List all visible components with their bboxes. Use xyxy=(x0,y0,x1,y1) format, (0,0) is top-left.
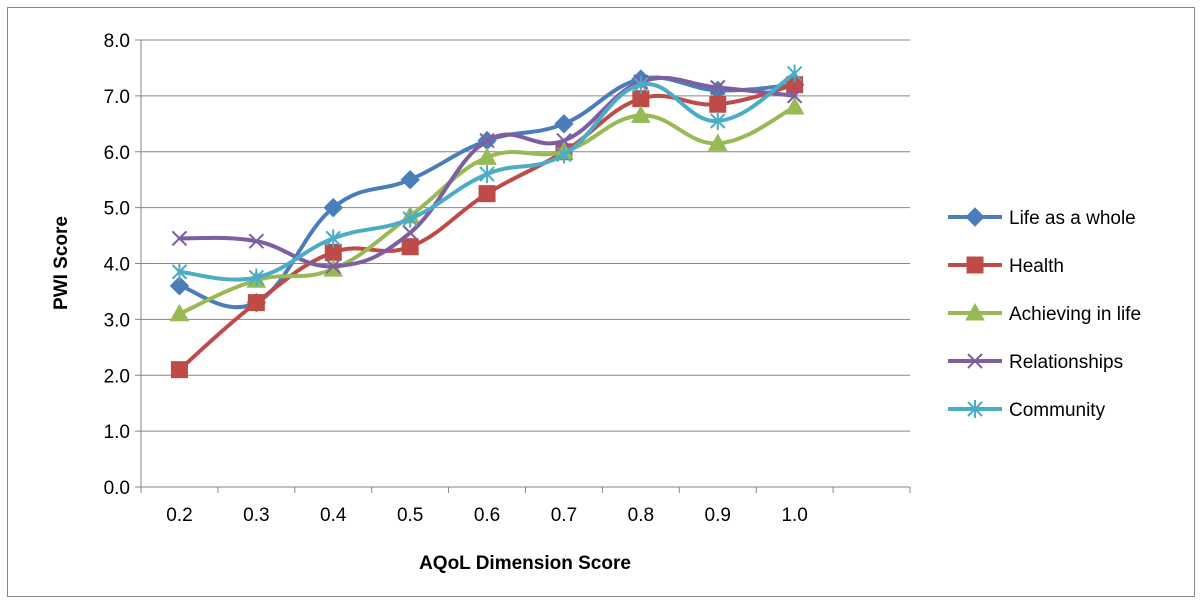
x-axis-title: AQoL Dimension Score xyxy=(419,553,631,574)
x-tick-label: 0.5 xyxy=(397,505,423,526)
y-tick-label: 6.0 xyxy=(104,143,130,164)
data-point-marker xyxy=(709,95,727,113)
data-point-marker xyxy=(965,207,985,227)
data-point-marker xyxy=(786,88,803,104)
data-point-marker xyxy=(967,353,983,369)
legend: Life as a whole Health Achieving in life Re… xyxy=(948,207,1141,421)
y-tick-label: 3.0 xyxy=(104,310,130,331)
legend-label: Relationships xyxy=(1009,352,1123,373)
data-point-marker xyxy=(171,230,188,247)
x-tick-label: 1.0 xyxy=(781,505,807,526)
legend-item: Community xyxy=(948,400,1106,421)
x-tick-label: 0.3 xyxy=(243,505,269,526)
data-point-marker xyxy=(479,165,495,184)
data-point-marker xyxy=(170,361,188,379)
data-point-marker xyxy=(710,79,726,96)
data-point-marker xyxy=(248,233,265,249)
data-point-marker xyxy=(477,147,497,165)
data-point-marker xyxy=(630,105,651,123)
legend-item: Life as a whole xyxy=(948,207,1136,229)
x-tick-label: 0.2 xyxy=(166,505,192,526)
data-point-marker xyxy=(965,302,985,321)
x-tick-label: 0.6 xyxy=(474,505,500,526)
data-point-marker xyxy=(784,97,805,115)
data-point-marker xyxy=(400,169,420,190)
data-point-marker xyxy=(402,225,418,241)
legend-label: Community xyxy=(1009,400,1106,421)
data-point-marker xyxy=(323,197,343,218)
series-3 xyxy=(171,74,803,275)
legend-item: Relationships xyxy=(948,352,1123,373)
y-axis-title: PWI Score xyxy=(51,216,72,310)
data-point-marker xyxy=(633,75,649,94)
data-point-marker xyxy=(171,262,188,281)
tick-labels: 0.0 1.0 2.0 3.0 4.0 5.0 6.0 7.0 8.0 0.2 0.3 0.4 0.5 0… xyxy=(104,31,808,526)
legend-item: Achieving in life xyxy=(948,302,1141,325)
data-point-marker xyxy=(710,112,726,131)
data-point-marker xyxy=(966,256,984,274)
x-tick-label: 0.7 xyxy=(551,505,577,526)
x-tick-label: 0.9 xyxy=(705,505,731,526)
y-tick-label: 0.0 xyxy=(104,478,130,499)
gridlines xyxy=(135,39,911,493)
data-point-marker xyxy=(967,400,983,418)
data-point-marker xyxy=(247,294,265,312)
data-point-marker xyxy=(169,276,190,296)
data-point-marker xyxy=(478,185,496,203)
legend-label: Achieving in life xyxy=(1009,304,1141,325)
data-point-marker xyxy=(401,238,419,256)
data-point-marker xyxy=(479,132,495,149)
x-tick-label: 0.8 xyxy=(628,505,654,526)
series-line xyxy=(177,71,797,282)
data-point-marker xyxy=(402,209,418,228)
y-tick-label: 8.0 xyxy=(104,31,130,52)
y-tick-label: 7.0 xyxy=(104,87,130,108)
data-point-marker xyxy=(325,229,341,248)
data-point-marker xyxy=(786,64,803,83)
data-point-marker xyxy=(248,268,265,287)
series-4 xyxy=(171,64,803,287)
series-layer xyxy=(169,64,805,379)
data-point-marker xyxy=(556,132,572,149)
legend-label: Life as a whole xyxy=(1009,208,1136,229)
legend-item: Health xyxy=(948,256,1064,277)
y-tick-label: 2.0 xyxy=(104,366,130,387)
legend-label: Health xyxy=(1009,256,1064,277)
data-point-marker xyxy=(325,258,341,275)
y-tick-label: 4.0 xyxy=(104,255,130,276)
y-tick-label: 1.0 xyxy=(104,422,130,443)
x-tick-label: 0.4 xyxy=(320,505,347,526)
data-point-marker xyxy=(169,303,190,322)
y-tick-label: 5.0 xyxy=(104,199,130,220)
data-point-marker xyxy=(556,145,572,164)
data-point-marker xyxy=(707,133,728,151)
data-point-marker xyxy=(554,114,574,134)
